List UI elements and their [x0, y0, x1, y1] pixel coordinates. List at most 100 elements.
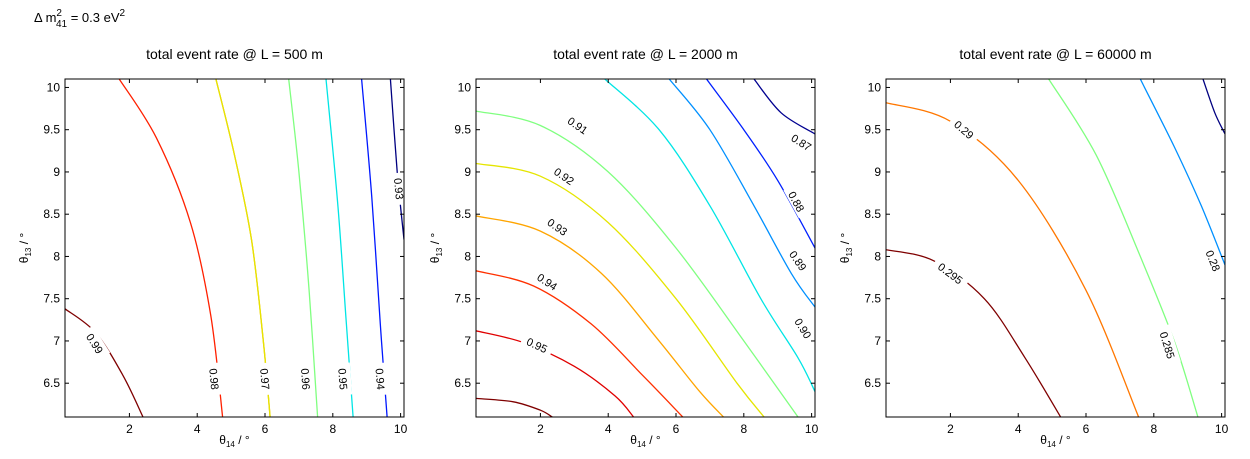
- x-axis-label-sub: 14: [226, 440, 235, 449]
- x-axis-label-symbol: θ: [1040, 433, 1047, 447]
- y-axis-label-sub: 13: [24, 247, 33, 256]
- contour-label-bg: [947, 113, 982, 145]
- delta-sub: 41: [56, 19, 68, 30]
- contour-panel-1: total event rate @ L = 500 m 0.99 0.98 0.97…: [17, 46, 409, 449]
- x-tick-label: 2: [126, 422, 133, 436]
- x-tick-label: 8: [1150, 422, 1157, 436]
- y-axis-label-unit: / °: [838, 233, 852, 248]
- x-tick-label: 6: [673, 422, 680, 436]
- y-axis-label-unit: / °: [428, 233, 442, 248]
- y-tick-label: 9.5: [864, 123, 881, 137]
- y-tick-label: 6.5: [454, 376, 471, 390]
- contour-label: 0.28: [1203, 249, 1222, 273]
- contour-label-group: 0.91: [561, 109, 596, 140]
- y-tick-label: 8.5: [454, 207, 471, 221]
- x-axis-label: θ14 / °: [1040, 433, 1071, 449]
- contour-line-0.95: [476, 330, 635, 417]
- x-axis-label-unit: / °: [646, 433, 661, 447]
- y-tick-label: 7: [53, 334, 60, 348]
- contour-label-bg: [298, 362, 315, 396]
- contour-label: 0.93: [391, 178, 405, 201]
- contour-label-bg: [81, 325, 111, 361]
- contour-label-bg: [540, 211, 576, 241]
- x-tick-label: 2: [947, 422, 954, 436]
- y-tick-label: 9: [464, 165, 471, 179]
- x-axis-label: θ14 / °: [219, 433, 250, 449]
- y-tick-label: 7.5: [864, 292, 881, 306]
- contour-line-0.99: [65, 308, 144, 417]
- contour-label-group: 0.93: [540, 211, 576, 241]
- contour-label-bg: [547, 160, 582, 191]
- plot-frame: [475, 78, 816, 418]
- chart-title: total event rate @ L = 60000 m: [959, 46, 1151, 62]
- contour-label: 0.96: [298, 368, 311, 390]
- x-axis-label-sub: 14: [637, 440, 646, 449]
- x-tick-label: 4: [1015, 422, 1022, 436]
- y-axis-label-sub: 13: [435, 247, 444, 256]
- contour-label-group: 0.285: [1155, 324, 1181, 366]
- y-tick-label: 8: [53, 249, 60, 263]
- contour-line-0.90: [604, 79, 815, 392]
- plot-frame: [64, 78, 405, 418]
- contour-label: 0.98: [206, 368, 220, 390]
- chart-title: total event rate @ L = 2000 m: [553, 46, 738, 62]
- delta-unit-sup: 2: [120, 8, 126, 19]
- contour-label: 0.94: [373, 368, 387, 390]
- delta-sup: 2: [56, 8, 62, 19]
- contour-label-group: 0.98: [206, 362, 224, 396]
- y-tick-label: 10: [458, 80, 472, 94]
- x-tick-label: 10: [805, 422, 819, 436]
- y-axis-label-symbol: θ: [838, 256, 852, 263]
- x-tick-label: 6: [1083, 422, 1090, 436]
- contour-label-bg: [335, 362, 353, 396]
- y-tick-label: 8.5: [43, 207, 60, 221]
- x-axis-label-unit: / °: [235, 433, 250, 447]
- contour-label-bg: [373, 362, 390, 396]
- contour-line-0.96: [288, 79, 319, 417]
- contour-lines: [476, 79, 815, 417]
- contour-line-0.88: [705, 79, 815, 249]
- contour-label-group: 0.96: [298, 362, 315, 396]
- y-tick-label: 9: [53, 165, 60, 179]
- contour-label-bg: [519, 331, 555, 358]
- contour-label-group: 0.90: [789, 310, 819, 346]
- contour-line-0.93: [389, 79, 404, 240]
- x-axis-label: θ14 / °: [630, 433, 661, 449]
- panels: total event rate @ L = 500 m 0.99 0.98 0.97…: [17, 46, 1229, 449]
- x-axis-label-sub: 14: [1047, 440, 1056, 449]
- contour-line-0.295: [886, 249, 1062, 417]
- contour-label-group: 0.87: [784, 127, 820, 156]
- contour-label-bg: [789, 310, 819, 346]
- contour-line-0.91: [476, 110, 799, 417]
- contour-panel-3: total event rate @ L = 60000 m 0.295 0.29 0…: [838, 46, 1229, 449]
- contour-label-group: 0.295: [931, 255, 971, 290]
- contour-label-group: 0.93: [391, 172, 409, 206]
- y-tick-label: 7.5: [43, 292, 60, 306]
- contour-line-0.28: [1139, 79, 1225, 266]
- x-axis-label-symbol: θ: [219, 433, 226, 447]
- y-axis-label-sub: 13: [845, 247, 854, 256]
- y-tick-label: 7: [464, 334, 471, 348]
- contour-line-0.97: [215, 79, 271, 417]
- y-tick-label: 10: [868, 80, 882, 94]
- contour-label-group: 0.95: [519, 331, 555, 358]
- y-tick-label: 6.5: [864, 376, 881, 390]
- delta-prefix: Δ m: [34, 10, 56, 25]
- y-axis-label: θ13 / °: [17, 233, 33, 264]
- y-axis-label-symbol: θ: [428, 256, 442, 263]
- contour-label-bg: [561, 109, 596, 140]
- contour-label-bg: [206, 362, 224, 396]
- chart-title: total event rate @ L = 500 m: [146, 46, 323, 62]
- contour-label-group: 0.99: [81, 325, 111, 361]
- contour-line-0.94: [476, 270, 684, 417]
- y-tick-label: 8: [874, 249, 881, 263]
- contour-label: 0.285: [1157, 331, 1177, 361]
- y-tick-label: 7.5: [454, 292, 471, 306]
- contour-line-0.92: [476, 162, 765, 417]
- contour-line-unlabeled: [118, 79, 224, 417]
- contour-label: 0.95: [524, 336, 548, 356]
- x-tick-label: 10: [1215, 422, 1229, 436]
- y-axis-label: θ13 / °: [838, 233, 854, 264]
- contour-label-group: 0.95: [335, 362, 353, 396]
